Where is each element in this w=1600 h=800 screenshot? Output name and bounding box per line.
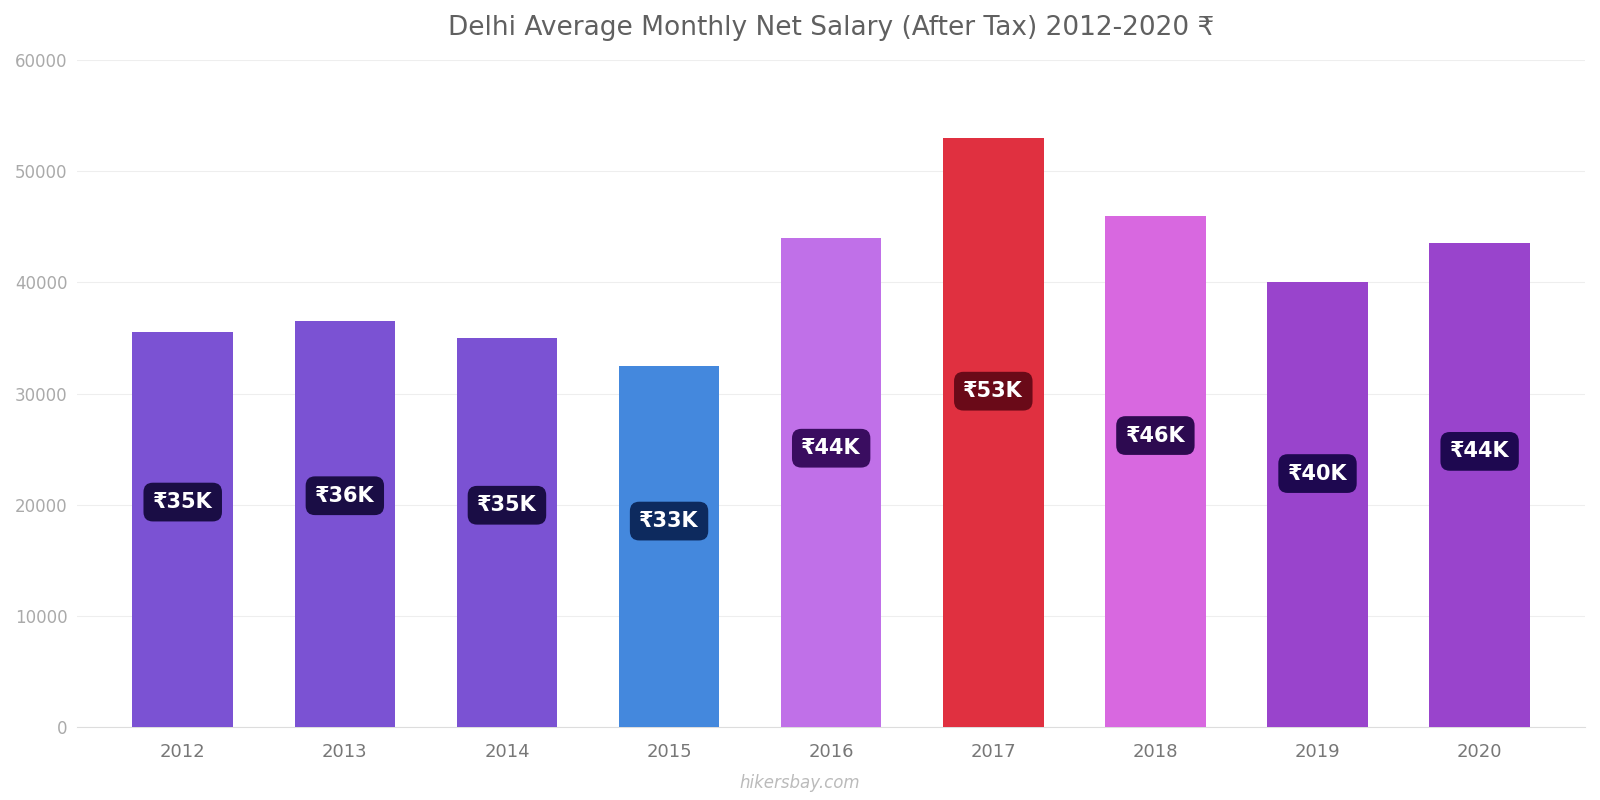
Bar [1429, 243, 1530, 727]
Text: ₹36K: ₹36K [315, 486, 374, 506]
Text: ₹40K: ₹40K [1288, 463, 1347, 483]
Text: hikersbay.com: hikersbay.com [739, 774, 861, 792]
Bar [1267, 282, 1368, 727]
Bar [1106, 216, 1206, 727]
Bar [133, 332, 234, 727]
Bar [294, 322, 395, 727]
Bar [456, 338, 557, 727]
Text: ₹44K: ₹44K [802, 438, 861, 458]
Text: ₹35K: ₹35K [154, 492, 213, 512]
Text: ₹46K: ₹46K [1125, 426, 1186, 446]
Text: ₹35K: ₹35K [477, 495, 538, 515]
Bar [781, 238, 882, 727]
Bar [619, 366, 720, 727]
Text: ₹44K: ₹44K [1450, 442, 1509, 462]
Text: ₹33K: ₹33K [640, 511, 699, 531]
Bar [942, 138, 1043, 727]
Title: Delhi Average Monthly Net Salary (After Tax) 2012-2020 ₹: Delhi Average Monthly Net Salary (After … [448, 15, 1214, 41]
Text: ₹53K: ₹53K [963, 381, 1022, 401]
